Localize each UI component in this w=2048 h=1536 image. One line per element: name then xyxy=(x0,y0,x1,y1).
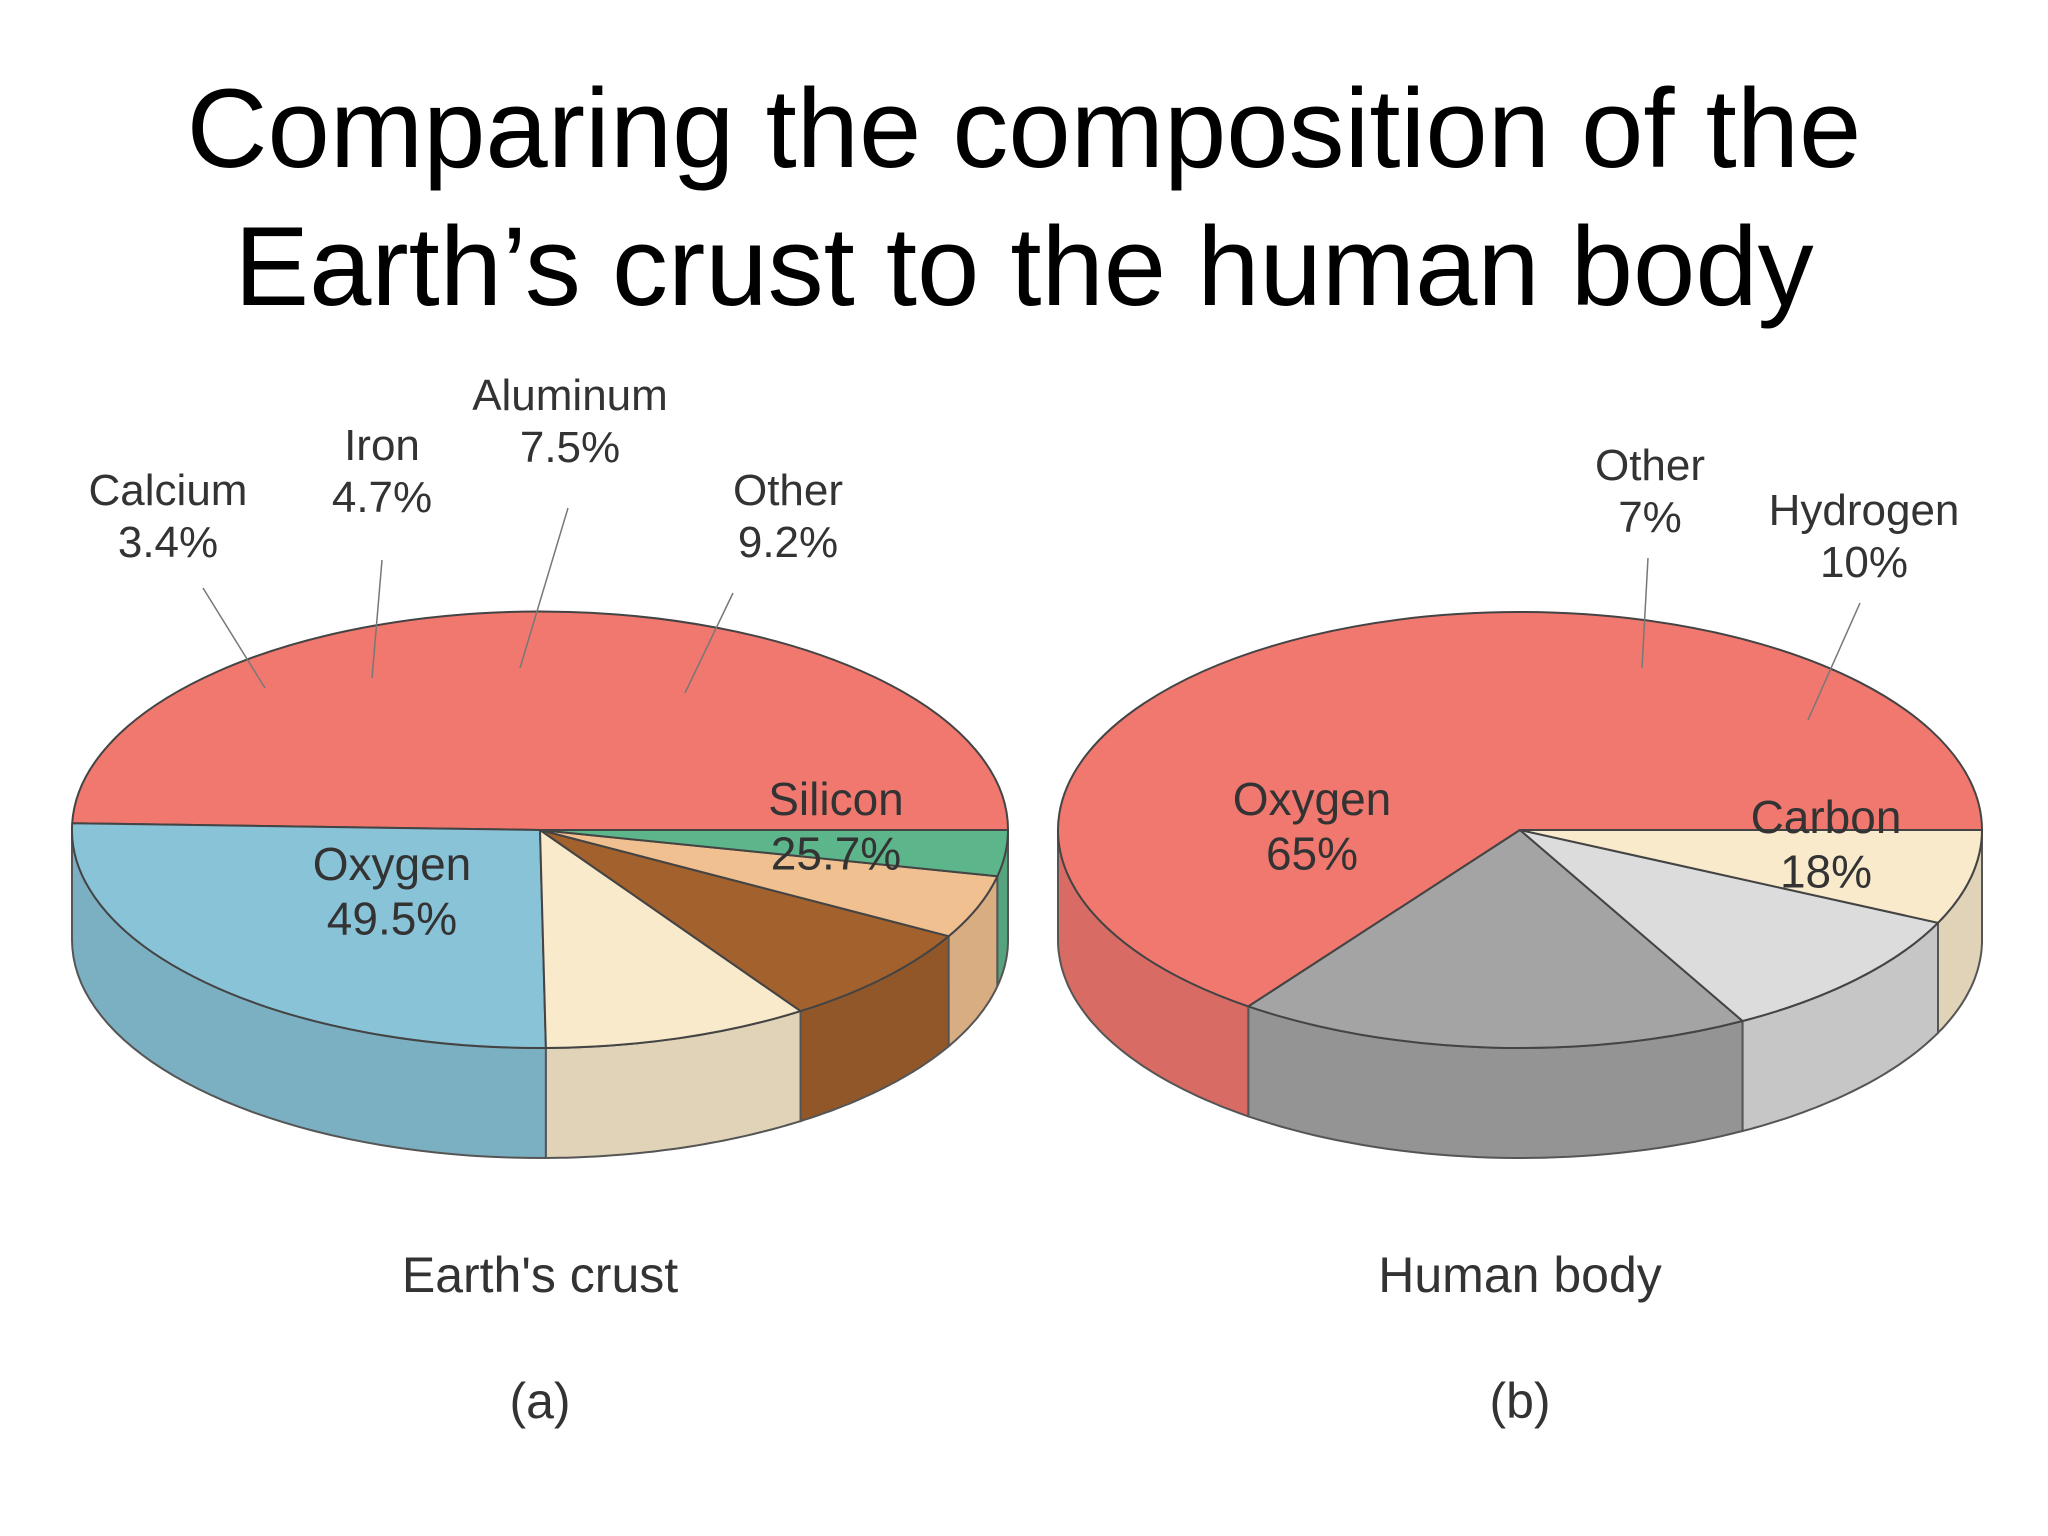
earths-crust-pie-chart: Oxygen49.5%Silicon25.7%Other9.2%Aluminum… xyxy=(70,371,1010,1429)
human-body-pie-sides xyxy=(1057,829,1983,1160)
slice-name-oxygen: Oxygen xyxy=(313,838,472,890)
pie-slice-silicon xyxy=(70,822,547,1050)
pie-slice-other xyxy=(539,829,802,1049)
leader-line-other xyxy=(1641,557,1649,669)
slice-value-calcium: 3.4% xyxy=(118,518,218,567)
leader-line-calcium xyxy=(202,587,266,689)
panel-letter: (a) xyxy=(509,1373,570,1429)
leader-line-other xyxy=(684,592,734,694)
page-title: Comparing the composition of the Earth’s… xyxy=(0,60,2048,336)
slice-value-aluminum: 7.5% xyxy=(520,423,620,472)
slice-name-hydrogen: Hydrogen xyxy=(1769,486,1960,535)
slice-name-oxygen: Oxygen xyxy=(1233,773,1392,825)
leader-line-aluminum xyxy=(519,507,569,669)
slice-name-iron: Iron xyxy=(344,421,420,470)
pie-slice-calcium xyxy=(539,829,1010,878)
earth-s-crust-pie-sides xyxy=(71,829,1009,1160)
pie-slice-hydrogen xyxy=(1519,829,1939,1022)
slice-name-other: Other xyxy=(1595,441,1705,490)
slice-value-carbon: 18% xyxy=(1780,845,1872,897)
slice-name-carbon: Carbon xyxy=(1751,791,1902,843)
panel-letter: (b) xyxy=(1489,1373,1550,1429)
title-line-2: Earth’s crust to the human body xyxy=(234,204,1814,329)
slice-value-other: 9.2% xyxy=(738,518,838,567)
slice-value-hydrogen: 10% xyxy=(1820,538,1908,587)
earth-s-crust-pie-slices xyxy=(70,610,1010,1050)
pie-slice-aluminum xyxy=(539,829,950,1013)
slice-value-iron: 4.7% xyxy=(332,473,432,522)
slice-value-oxygen: 49.5% xyxy=(327,892,457,944)
leader-line-iron xyxy=(371,559,383,679)
human-body-pie-slices xyxy=(1057,611,1983,1049)
pie-slice-carbon xyxy=(1247,829,1744,1049)
pie-slice-oxygen xyxy=(1057,611,1983,1008)
pie-slice-other xyxy=(1519,829,1983,924)
slice-value-oxygen: 65% xyxy=(1266,827,1358,879)
slice-name-aluminum: Aluminum xyxy=(472,371,668,420)
slice-name-calcium: Calcium xyxy=(89,466,248,515)
slice-value-other: 7% xyxy=(1618,493,1682,542)
slice-name-other: Other xyxy=(733,466,843,515)
slice-name-silicon: Silicon xyxy=(768,773,904,825)
pie-slice-oxygen xyxy=(71,610,1010,831)
chart-caption: Human body xyxy=(1378,1247,1662,1303)
title-line-1: Comparing the composition of the xyxy=(186,66,1862,191)
chart-caption: Earth's crust xyxy=(402,1247,678,1303)
leader-line-hydrogen xyxy=(1807,602,1861,721)
slice-value-silicon: 25.7% xyxy=(771,827,901,879)
